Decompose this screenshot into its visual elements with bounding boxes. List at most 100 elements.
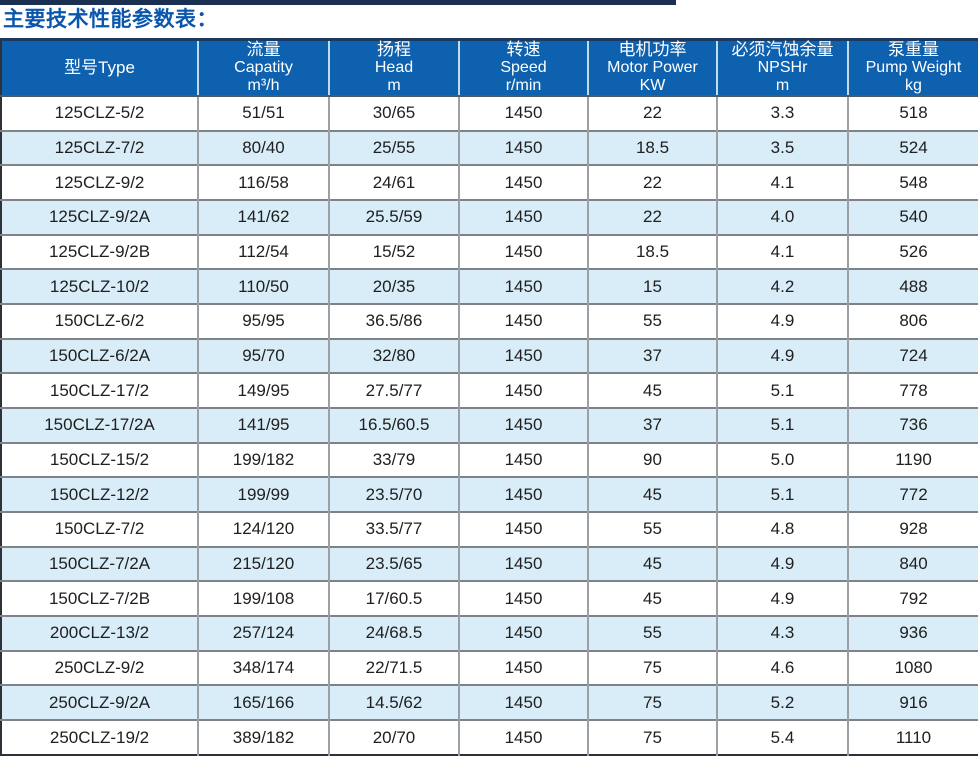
cell-weight: 736 bbox=[847, 407, 978, 443]
cell-capacity: 116/58 bbox=[197, 164, 329, 201]
cell-npshr: 3.3 bbox=[716, 96, 848, 131]
column-header-head: 扬程 Head m bbox=[328, 39, 459, 97]
cell-speed: 1450 bbox=[458, 129, 588, 166]
cell-weight: 840 bbox=[847, 545, 978, 582]
cell-head: 36.5/86 bbox=[328, 303, 459, 339]
cell-power: 45 bbox=[587, 476, 717, 513]
cell-weight: 1110 bbox=[847, 719, 978, 755]
cell-model: 150CLZ-12/2 bbox=[1, 476, 198, 513]
cell-head: 24/61 bbox=[328, 164, 459, 201]
cell-model: 125CLZ-10/2 bbox=[1, 268, 198, 305]
cell-npshr: 4.8 bbox=[716, 511, 848, 547]
cell-capacity: 124/120 bbox=[197, 511, 329, 547]
cell-npshr: 4.1 bbox=[716, 164, 848, 201]
cell-speed: 1450 bbox=[458, 719, 588, 755]
cell-head: 32/80 bbox=[328, 337, 459, 374]
cell-npshr: 5.1 bbox=[716, 476, 848, 513]
table-body: 125CLZ-5/2 51/51 30/65 1450 22 3.3 518 125CLZ-7… bbox=[1, 96, 978, 755]
cell-weight: 772 bbox=[847, 476, 978, 513]
cell-weight: 778 bbox=[847, 372, 978, 409]
cell-head: 22/71.5 bbox=[328, 649, 459, 686]
cell-head: 16.5/60.5 bbox=[328, 407, 459, 443]
cell-weight: 724 bbox=[847, 337, 978, 374]
cell-head: 24/68.5 bbox=[328, 615, 459, 651]
table-row: 150CLZ-7/2A 215/120 23.5/65 1450 45 4.9 840 bbox=[1, 545, 978, 582]
cell-power: 37 bbox=[587, 337, 717, 374]
header-row: 型号Type 流量 Capatity m³/h 扬程 Head m 转速 Speed r/min 电… bbox=[1, 39, 978, 97]
cell-npshr: 5.1 bbox=[716, 407, 848, 443]
cell-weight: 1190 bbox=[847, 441, 978, 478]
cell-speed: 1450 bbox=[458, 511, 588, 547]
cell-npshr: 4.9 bbox=[716, 337, 848, 374]
cell-head: 27.5/77 bbox=[328, 372, 459, 409]
column-header-model: 型号Type bbox=[1, 39, 198, 97]
cell-capacity: 95/70 bbox=[197, 337, 329, 374]
cell-power: 75 bbox=[587, 719, 717, 755]
cell-speed: 1450 bbox=[458, 580, 588, 617]
cell-head: 23.5/70 bbox=[328, 476, 459, 513]
cell-capacity: 95/95 bbox=[197, 303, 329, 339]
table-row: 250CLZ-9/2A 165/166 14.5/62 1450 75 5.2 916 bbox=[1, 684, 978, 721]
cell-speed: 1450 bbox=[458, 545, 588, 582]
cell-model: 150CLZ-7/2 bbox=[1, 511, 198, 547]
cell-head: 30/65 bbox=[328, 96, 459, 131]
cell-weight: 1080 bbox=[847, 649, 978, 686]
cell-weight: 806 bbox=[847, 303, 978, 339]
cell-model: 150CLZ-6/2A bbox=[1, 337, 198, 374]
cell-speed: 1450 bbox=[458, 684, 588, 721]
table-row: 125CLZ-7/2 80/40 25/55 1450 18.5 3.5 524 bbox=[1, 129, 978, 166]
table-row: 150CLZ-15/2 199/182 33/79 1450 90 5.0 1190 bbox=[1, 441, 978, 478]
table-row: 150CLZ-17/2 149/95 27.5/77 1450 45 5.1 778 bbox=[1, 372, 978, 409]
cell-capacity: 80/40 bbox=[197, 129, 329, 166]
cell-weight: 792 bbox=[847, 580, 978, 617]
cell-npshr: 5.2 bbox=[716, 684, 848, 721]
column-header-capacity: 流量 Capatity m³/h bbox=[197, 39, 329, 97]
table-row: 150CLZ-6/2 95/95 36.5/86 1450 55 4.9 806 bbox=[1, 303, 978, 339]
cell-capacity: 199/108 bbox=[197, 580, 329, 617]
cell-head: 33.5/77 bbox=[328, 511, 459, 547]
cell-capacity: 51/51 bbox=[197, 96, 329, 131]
cell-npshr: 4.0 bbox=[716, 199, 848, 235]
cell-model: 150CLZ-7/2A bbox=[1, 545, 198, 582]
cell-power: 37 bbox=[587, 407, 717, 443]
cell-capacity: 199/99 bbox=[197, 476, 329, 513]
cell-power: 22 bbox=[587, 199, 717, 235]
cell-npshr: 4.6 bbox=[716, 649, 848, 686]
table-row: 250CLZ-19/2 389/182 20/70 1450 75 5.4 1110 bbox=[1, 719, 978, 755]
cell-speed: 1450 bbox=[458, 303, 588, 339]
cell-head: 15/52 bbox=[328, 233, 459, 270]
cell-model: 150CLZ-7/2B bbox=[1, 580, 198, 617]
cell-model: 125CLZ-7/2 bbox=[1, 129, 198, 166]
cell-power: 18.5 bbox=[587, 129, 717, 166]
cell-head: 25.5/59 bbox=[328, 199, 459, 235]
cell-power: 45 bbox=[587, 372, 717, 409]
cell-power: 75 bbox=[587, 684, 717, 721]
cell-weight: 488 bbox=[847, 268, 978, 305]
cell-weight: 916 bbox=[847, 684, 978, 721]
table-row: 200CLZ-13/2 257/124 24/68.5 1450 55 4.3 936 bbox=[1, 615, 978, 651]
cell-speed: 1450 bbox=[458, 164, 588, 201]
cell-capacity: 149/95 bbox=[197, 372, 329, 409]
cell-npshr: 4.9 bbox=[716, 545, 848, 582]
cell-capacity: 141/95 bbox=[197, 407, 329, 443]
cell-model: 125CLZ-9/2 bbox=[1, 164, 198, 201]
cell-head: 20/35 bbox=[328, 268, 459, 305]
table-row: 150CLZ-7/2B 199/108 17/60.5 1450 45 4.9 792 bbox=[1, 580, 978, 617]
table-header: 型号Type 流量 Capatity m³/h 扬程 Head m 转速 Speed r/min 电… bbox=[1, 39, 978, 97]
cell-npshr: 4.9 bbox=[716, 303, 848, 339]
column-header-npshr: 必须汽蚀余量 NPSHr m bbox=[716, 39, 848, 97]
cell-model: 250CLZ-9/2 bbox=[1, 649, 198, 686]
cell-power: 15 bbox=[587, 268, 717, 305]
cell-speed: 1450 bbox=[458, 268, 588, 305]
cell-weight: 936 bbox=[847, 615, 978, 651]
cell-head: 25/55 bbox=[328, 129, 459, 166]
cell-head: 33/79 bbox=[328, 441, 459, 478]
cell-speed: 1450 bbox=[458, 372, 588, 409]
cell-model: 200CLZ-13/2 bbox=[1, 615, 198, 651]
cell-power: 55 bbox=[587, 615, 717, 651]
table-row: 150CLZ-7/2 124/120 33.5/77 1450 55 4.8 928 bbox=[1, 511, 978, 547]
cell-power: 75 bbox=[587, 649, 717, 686]
cell-speed: 1450 bbox=[458, 199, 588, 235]
cell-speed: 1450 bbox=[458, 649, 588, 686]
table-row: 125CLZ-10/2 110/50 20/35 1450 15 4.2 488 bbox=[1, 268, 978, 305]
